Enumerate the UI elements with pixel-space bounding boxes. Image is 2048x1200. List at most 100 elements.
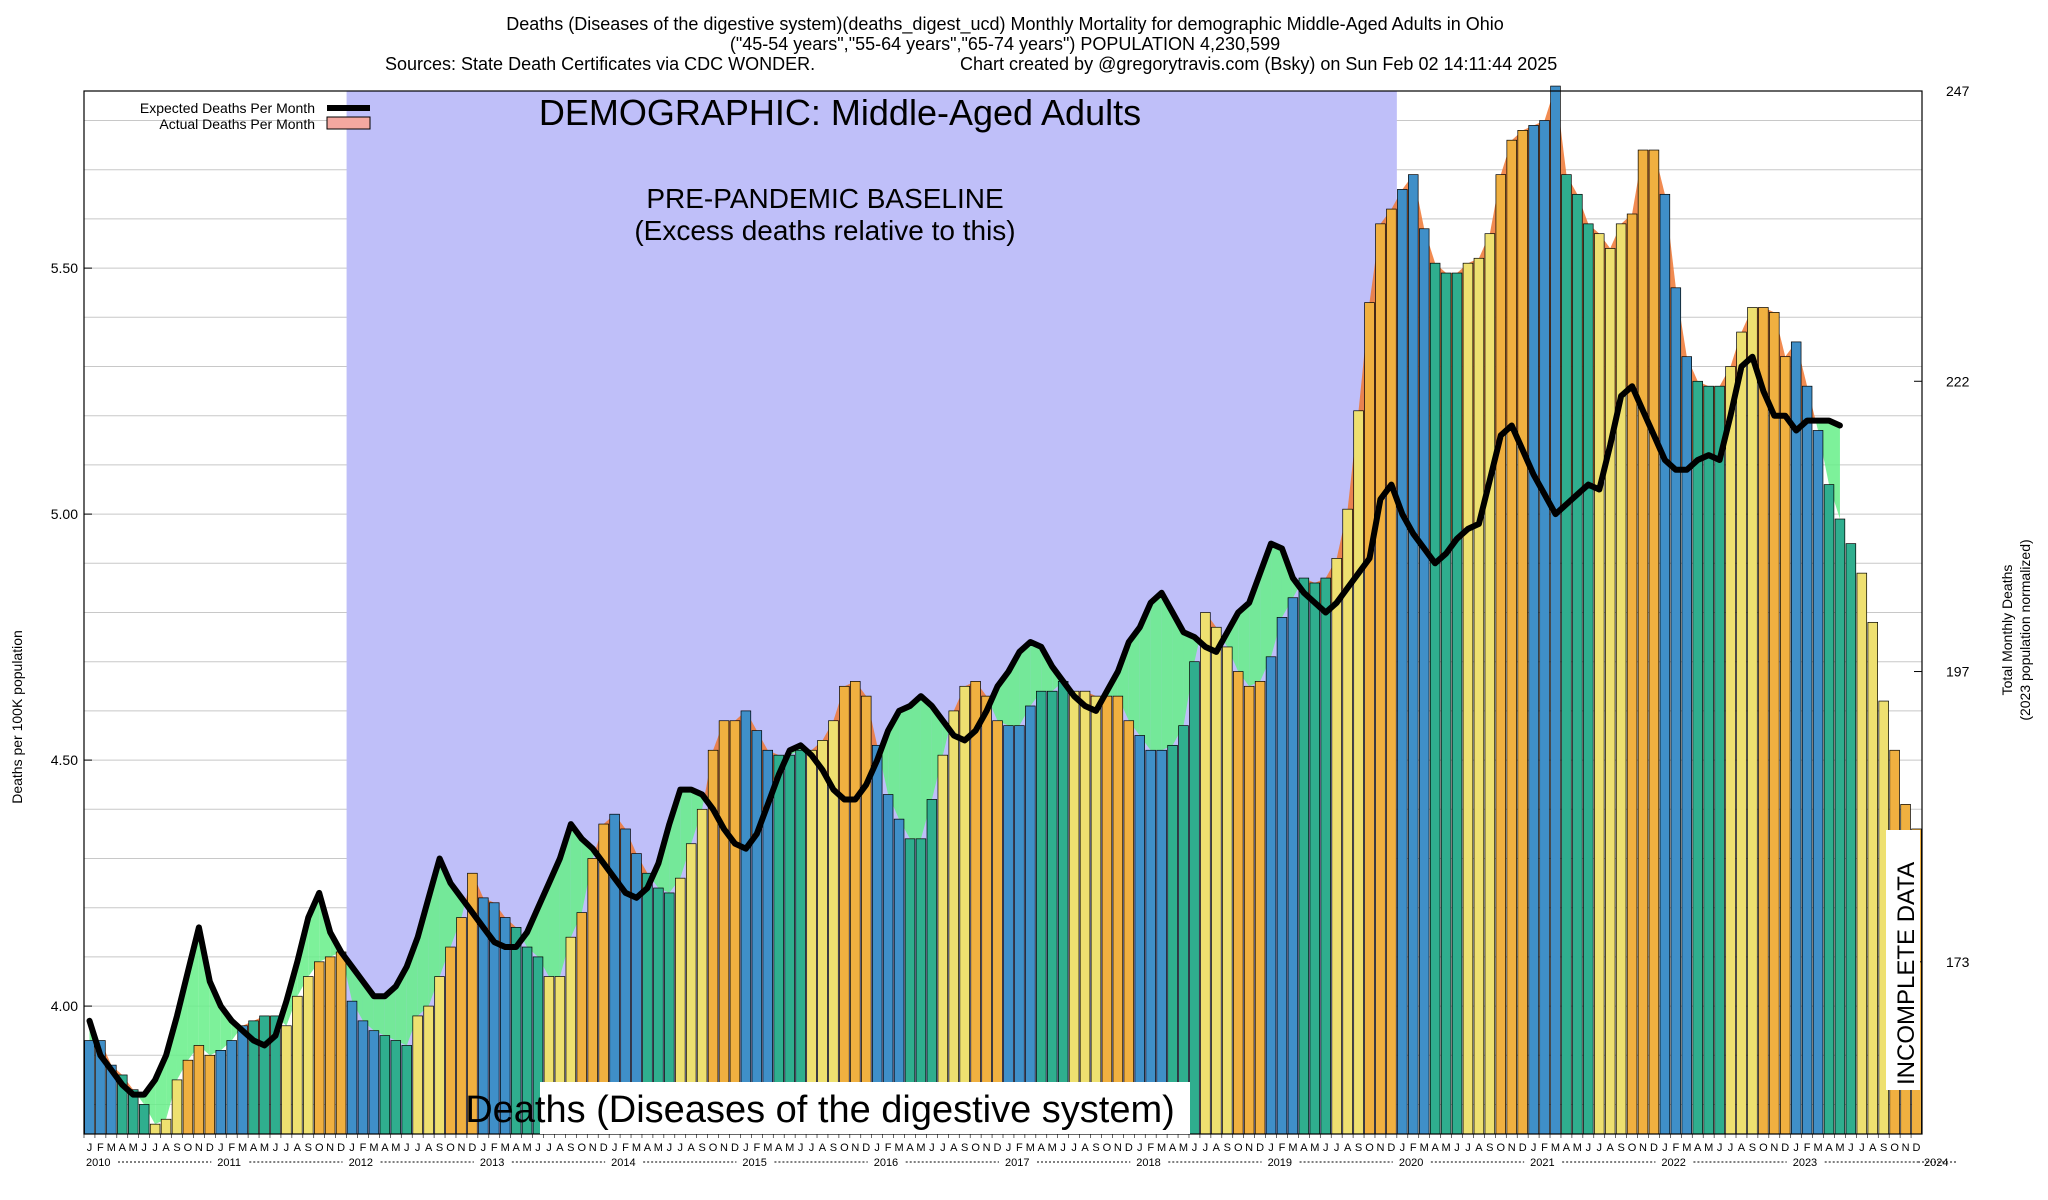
month-tick-label: J — [1323, 1142, 1329, 1154]
bar-115 — [1342, 508, 1353, 1135]
month-tick-label: F — [491, 1142, 498, 1154]
bar-95 — [1123, 720, 1135, 1135]
bar-130 — [1506, 139, 1517, 1135]
month-tick-label: J — [1268, 1142, 1274, 1154]
month-tick-label: S — [830, 1142, 837, 1154]
bar-154 — [1769, 312, 1780, 1135]
deficit-fill — [1271, 543, 1282, 657]
month-tick-label: M — [391, 1142, 400, 1154]
month-tick-label: J — [1203, 1142, 1209, 1154]
month-tick-label: S — [698, 1142, 705, 1154]
month-tick-label: J — [667, 1142, 673, 1154]
bar-144 — [1659, 193, 1671, 1135]
demographic-title: DEMOGRAPHIC: Middle-Aged Adults — [539, 92, 1141, 133]
baseline-label: PRE-PANDEMIC BASELINE — [646, 183, 1003, 214]
bar-72 — [871, 744, 883, 1135]
deficit-fill — [1139, 602, 1151, 751]
deficit-fill — [548, 858, 560, 977]
month-tick-label: J — [809, 1142, 815, 1154]
bar-24 — [346, 1000, 358, 1135]
bar-109 — [1276, 617, 1288, 1135]
bar-153 — [1758, 307, 1769, 1135]
month-tick-label: M — [632, 1142, 641, 1154]
incomplete-data-label: INCOMPLETE DATA — [1893, 862, 1920, 1085]
bar-21 — [314, 961, 325, 1135]
baseline-band — [346, 91, 1397, 1134]
bar-70 — [850, 681, 861, 1135]
month-tick-label: M — [785, 1142, 794, 1154]
bar-141 — [1626, 213, 1638, 1135]
month-tick-label: J — [218, 1142, 224, 1154]
month-tick-label: S — [436, 1142, 443, 1154]
month-tick-label: J — [1717, 1142, 1723, 1154]
month-tick-label: S — [1486, 1142, 1493, 1154]
month-tick-label: O — [1759, 1142, 1768, 1154]
month-tick-label: J — [1728, 1142, 1734, 1154]
bar-80 — [959, 685, 970, 1135]
bar-150 — [1725, 366, 1736, 1135]
expected-line-layer — [86, 353, 1843, 1098]
month-tick-label: N — [1639, 1142, 1647, 1154]
month-tick-label: O — [1497, 1142, 1506, 1154]
bars — [84, 85, 1922, 1135]
bar-88 — [1047, 690, 1058, 1135]
month-tick-label: M — [916, 1142, 925, 1154]
month-tick-label: O — [709, 1142, 718, 1154]
year-label: 2015 — [742, 1157, 766, 1169]
legend-actual-swatch — [326, 116, 371, 130]
deficit-fill — [373, 996, 385, 1036]
bar-146 — [1681, 356, 1693, 1135]
bar-160 — [1834, 518, 1846, 1135]
bar-128 — [1484, 233, 1496, 1135]
bar-140 — [1615, 223, 1627, 1135]
month-tick-label: A — [556, 1142, 564, 1154]
bar-101 — [1189, 661, 1200, 1135]
bar-96 — [1134, 735, 1145, 1135]
bar-126 — [1462, 262, 1474, 1135]
month-tick-label: O — [184, 1142, 193, 1154]
month-tick-label: D — [731, 1142, 739, 1154]
bar-142 — [1637, 149, 1649, 1135]
month-tick-label: J — [404, 1142, 410, 1154]
legend-actual-label: Actual Deaths Per Month — [159, 116, 315, 132]
bar-13 — [226, 1040, 237, 1135]
bar-91 — [1079, 690, 1091, 1135]
month-tick-label: N — [1245, 1142, 1253, 1154]
bar-135 — [1561, 174, 1572, 1135]
month-tick-label: N — [851, 1142, 859, 1154]
bar-118 — [1375, 223, 1386, 1135]
month-tick-label: S — [173, 1142, 180, 1154]
month-tick-label: J — [1859, 1142, 1865, 1154]
month-tick-label: S — [1617, 1142, 1624, 1154]
bar-119 — [1386, 208, 1397, 1135]
year-label: 2017 — [1005, 1157, 1029, 1169]
month-tick-label: D — [862, 1142, 870, 1154]
bar-64 — [784, 754, 795, 1135]
year-label: 2011 — [217, 1157, 241, 1169]
bar-148 — [1703, 385, 1714, 1135]
bar-12 — [215, 1050, 226, 1135]
bar-129 — [1495, 174, 1507, 1135]
expected-line — [86, 353, 1843, 1098]
bar-28 — [390, 1040, 402, 1135]
bar-89 — [1057, 681, 1069, 1135]
deficit-fill — [1260, 543, 1272, 682]
bar-6 — [149, 1123, 161, 1135]
month-tick-label: J — [87, 1142, 93, 1154]
deficit-fill — [166, 1015, 177, 1120]
month-tick-label: J — [678, 1142, 684, 1154]
bar-22 — [324, 956, 336, 1135]
bar-113 — [1320, 577, 1331, 1135]
month-tick-label: N — [1770, 1142, 1778, 1154]
bar-155 — [1780, 356, 1791, 1135]
year-label: 2024 — [1924, 1157, 1948, 1169]
month-tick-label: J — [1192, 1142, 1198, 1154]
deficit-fill — [1030, 642, 1042, 706]
month-tick-label: M — [1551, 1142, 1560, 1154]
month-tick-label: M — [1573, 1142, 1582, 1154]
bar-162 — [1856, 572, 1868, 1135]
month-tick-label: F — [1016, 1142, 1023, 1154]
month-tick-label: M — [501, 1142, 510, 1154]
month-tick-label: A — [906, 1142, 914, 1154]
bar-0 — [84, 1040, 95, 1135]
